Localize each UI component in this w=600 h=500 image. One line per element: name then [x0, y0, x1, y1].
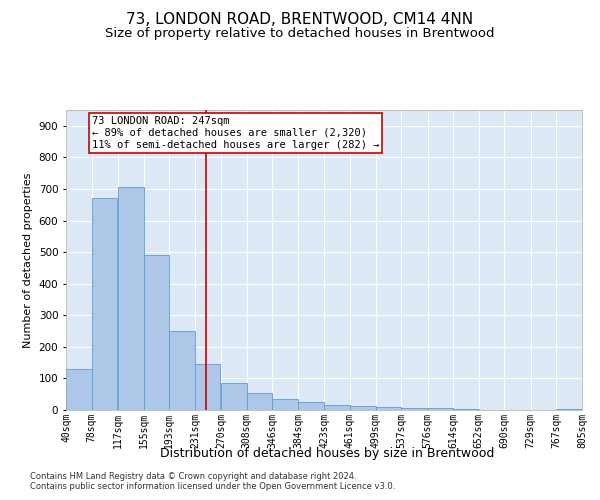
- Bar: [221, 383, 247, 410]
- Bar: [350, 406, 376, 410]
- Bar: [376, 408, 401, 410]
- Bar: [428, 408, 453, 410]
- Bar: [401, 408, 427, 410]
- Bar: [66, 369, 92, 410]
- Text: Contains public sector information licensed under the Open Government Licence v3: Contains public sector information licen…: [30, 482, 395, 491]
- Bar: [169, 331, 195, 410]
- Text: Contains HM Land Registry data © Crown copyright and database right 2024.: Contains HM Land Registry data © Crown c…: [30, 472, 356, 481]
- Text: 73 LONDON ROAD: 247sqm
← 89% of detached houses are smaller (2,320)
11% of semi-: 73 LONDON ROAD: 247sqm ← 89% of detached…: [92, 116, 379, 150]
- Text: Distribution of detached houses by size in Brentwood: Distribution of detached houses by size …: [160, 448, 494, 460]
- Y-axis label: Number of detached properties: Number of detached properties: [23, 172, 33, 348]
- Bar: [143, 256, 169, 410]
- Bar: [325, 404, 350, 410]
- Bar: [118, 188, 143, 410]
- Text: 73, LONDON ROAD, BRENTWOOD, CM14 4NN: 73, LONDON ROAD, BRENTWOOD, CM14 4NN: [127, 12, 473, 28]
- Bar: [272, 399, 298, 410]
- Bar: [92, 198, 117, 410]
- Bar: [247, 392, 272, 410]
- Bar: [298, 402, 323, 410]
- Text: Size of property relative to detached houses in Brentwood: Size of property relative to detached ho…: [105, 28, 495, 40]
- Bar: [195, 364, 220, 410]
